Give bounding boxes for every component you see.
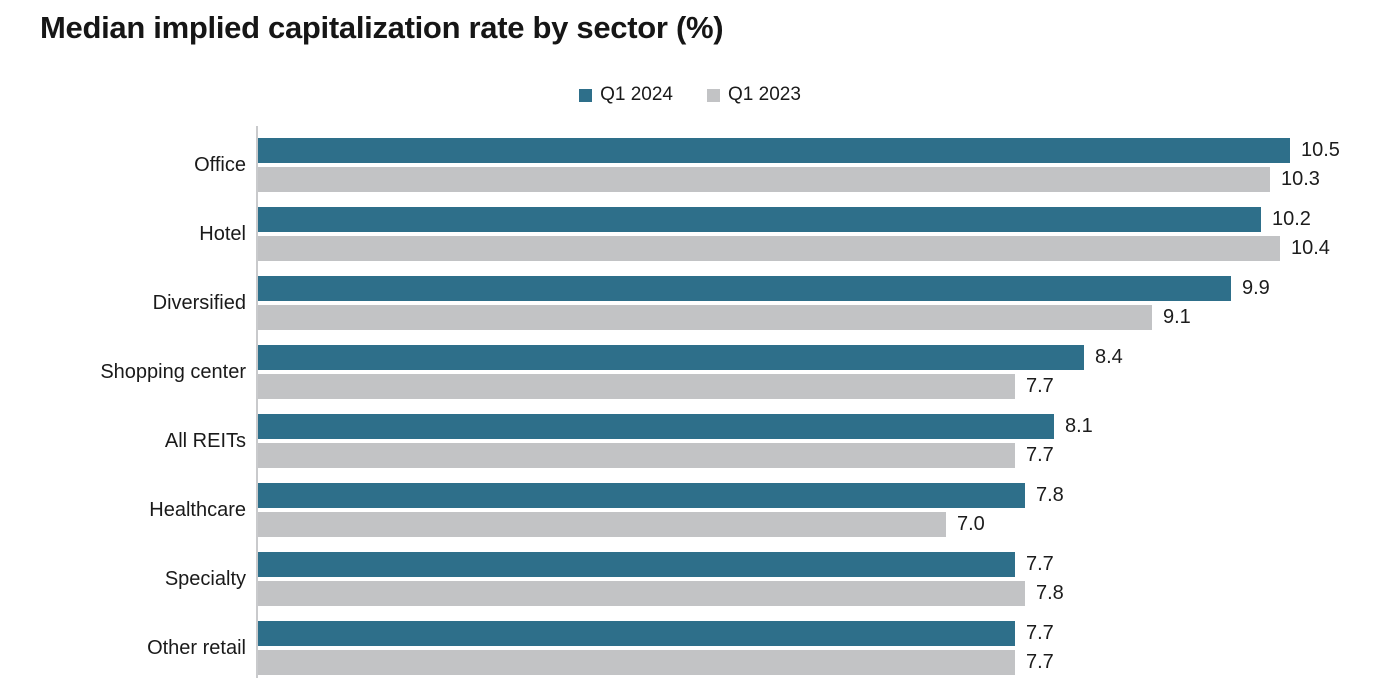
bar-q1-2024 [258, 345, 1084, 370]
bar-pair: 9.9 9.1 [258, 276, 1270, 330]
value-label: 10.3 [1281, 168, 1320, 190]
legend-swatch-q1-2024-icon [579, 88, 593, 102]
bar-q1-2024 [258, 207, 1261, 232]
bar-group: Shopping center 8.4 7.7 [0, 345, 1380, 399]
value-label: 7.7 [1026, 444, 1054, 466]
bar-pair: 8.1 7.7 [258, 414, 1093, 468]
bar-line: 7.0 [258, 512, 1064, 537]
bar-pair: 10.2 10.4 [258, 207, 1330, 261]
bar-line: 7.7 [258, 621, 1054, 646]
bar-line: 8.4 [258, 345, 1123, 370]
value-label: 7.7 [1026, 375, 1054, 397]
value-label: 7.7 [1026, 553, 1054, 575]
category-label: All REITs [164, 429, 246, 452]
bar-q1-2024 [258, 276, 1231, 301]
value-label: 10.4 [1291, 237, 1330, 259]
value-label: 9.9 [1242, 277, 1270, 299]
bar-q1-2023 [258, 650, 1015, 675]
bar-line: 10.4 [258, 236, 1330, 261]
value-label: 7.7 [1026, 622, 1054, 644]
bar-pair: 7.7 7.8 [258, 552, 1064, 606]
value-label: 7.7 [1026, 651, 1054, 673]
bar-group: Other retail 7.7 7.7 [0, 621, 1380, 675]
bar-line: 7.8 [258, 581, 1064, 606]
category-label: Office [194, 153, 246, 176]
bar-line: 10.3 [258, 167, 1340, 192]
value-label: 7.0 [957, 513, 985, 535]
value-label: 8.1 [1065, 415, 1093, 437]
bar-group: All REITs 8.1 7.7 [0, 414, 1380, 468]
category-label: Specialty [164, 567, 246, 590]
legend-swatch-q1-2023-icon [707, 88, 720, 102]
bar-group: Office 10.5 10.3 [0, 138, 1380, 192]
bar-q1-2023 [258, 167, 1270, 192]
bar-group: Healthcare 7.8 7.0 [0, 483, 1380, 537]
bar-pair: 7.8 7.0 [258, 483, 1064, 537]
y-axis-line [256, 126, 258, 678]
bar-line: 7.7 [258, 374, 1123, 399]
legend-label-q1-2023: Q1 2023 [728, 84, 801, 105]
bar-line: 7.7 [258, 552, 1064, 577]
bar-group: Diversified 9.9 9.1 [0, 276, 1380, 330]
bar-pair: 7.7 7.7 [258, 621, 1054, 675]
bar-line: 7.7 [258, 650, 1054, 675]
bar-q1-2023 [258, 581, 1025, 606]
value-label: 7.8 [1036, 484, 1064, 506]
value-label: 10.2 [1272, 208, 1311, 230]
category-label: Shopping center [100, 360, 246, 383]
bar-line: 10.5 [258, 138, 1340, 163]
bar-q1-2023 [258, 374, 1015, 399]
bar-line: 9.9 [258, 276, 1270, 301]
legend: Q1 2024 Q1 2023 [0, 84, 1380, 106]
bar-pair: 8.4 7.7 [258, 345, 1123, 399]
bar-q1-2024 [258, 552, 1015, 577]
bar-group: Hotel 10.2 10.4 [0, 207, 1380, 261]
bar-q1-2023 [258, 512, 946, 537]
value-label: 9.1 [1163, 306, 1191, 328]
category-label: Hotel [199, 222, 246, 245]
value-label: 8.4 [1095, 346, 1123, 368]
category-label: Healthcare [149, 498, 246, 521]
bar-group: Specialty 7.7 7.8 [0, 552, 1380, 606]
plot-area: Office 10.5 10.3 Hotel 10.2 10.4 Diversified 9.… [0, 138, 1380, 690]
legend-item-q1-2023: Q1 2023 [707, 84, 801, 106]
legend-item-q1-2024: Q1 2024 [579, 84, 673, 106]
bar-q1-2024 [258, 483, 1025, 508]
category-label: Diversified [152, 291, 246, 314]
bar-q1-2023 [258, 443, 1015, 468]
category-label: Other retail [147, 636, 246, 659]
bar-line: 8.1 [258, 414, 1093, 439]
bar-line: 7.8 [258, 483, 1064, 508]
bar-pair: 10.5 10.3 [258, 138, 1340, 192]
bar-line: 7.7 [258, 443, 1093, 468]
bar-q1-2023 [258, 236, 1280, 261]
bar-line: 10.2 [258, 207, 1330, 232]
bar-q1-2024 [258, 138, 1290, 163]
bar-line: 9.1 [258, 305, 1270, 330]
bar-q1-2024 [258, 414, 1054, 439]
chart-title: Median implied capitalization rate by se… [40, 10, 724, 45]
value-label: 10.5 [1301, 139, 1340, 161]
legend-label-q1-2024: Q1 2024 [600, 84, 673, 105]
bar-q1-2023 [258, 305, 1152, 330]
bar-q1-2024 [258, 621, 1015, 646]
value-label: 7.8 [1036, 582, 1064, 604]
